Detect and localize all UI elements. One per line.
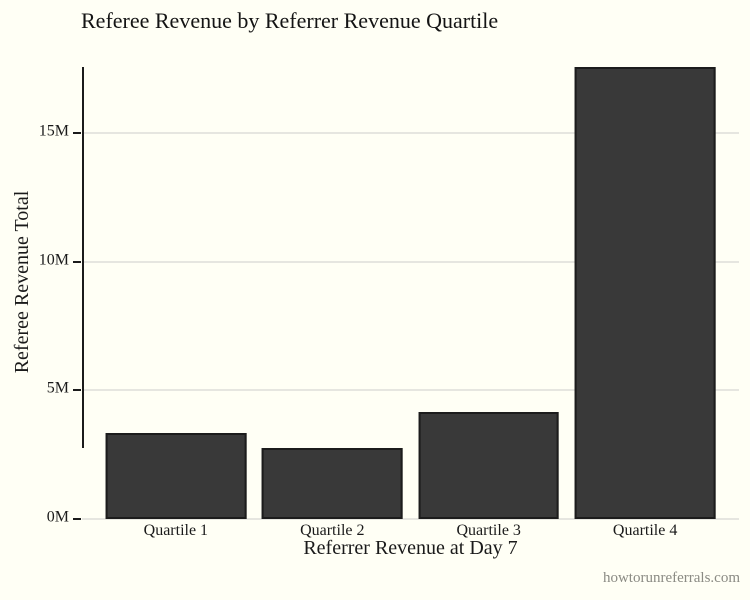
x-tick-label-quartile-3: Quartile 3: [456, 522, 521, 539]
x-tick-label-quartile-2: Quartile 2: [300, 522, 365, 539]
gridline-5M: [82, 389, 739, 392]
y-tick-label-10M: 10M: [38, 251, 69, 269]
plot-panel: 0M 5M 10M 15M: [39, 45, 739, 525]
y-axis-rangeframe-line: [82, 67, 84, 448]
x-tick-label-quartile-4: Quartile 4: [612, 522, 678, 539]
bar-quartile-2: [261, 447, 403, 519]
x-axis-tick-labels: Quartile 1 Quartile 2 Quartile 3 Quartile 4: [82, 523, 739, 541]
bar-quartile-3: [418, 411, 560, 519]
y-tick-label-5M: 5M: [46, 380, 69, 398]
y-axis-tick-15M: [73, 132, 81, 135]
x-axis-title: Referrer Revenue at Day 7: [303, 537, 518, 559]
gridline-15M: [82, 132, 739, 135]
y-tick-label-15M: 15M: [38, 122, 69, 140]
gridline-10M: [82, 260, 739, 263]
chart-title: Referee Revenue by Referrer Revenue Quar…: [81, 8, 499, 33]
y-axis-tick-5M: [73, 389, 81, 392]
bar-quartile-4: [574, 67, 716, 519]
y-axis-title: Referee Revenue Total: [11, 190, 33, 374]
watermark: howtorunreferrals.com: [602, 570, 740, 586]
gridline-0M: [82, 518, 739, 520]
x-tick-label-quartile-1: Quartile 1: [143, 522, 209, 539]
y-axis-tick-10M: [73, 260, 81, 263]
y-axis-tick-0M: [73, 518, 81, 520]
bar-quartile-1: [105, 433, 247, 519]
y-tick-label-0M: 0M: [46, 508, 69, 526]
